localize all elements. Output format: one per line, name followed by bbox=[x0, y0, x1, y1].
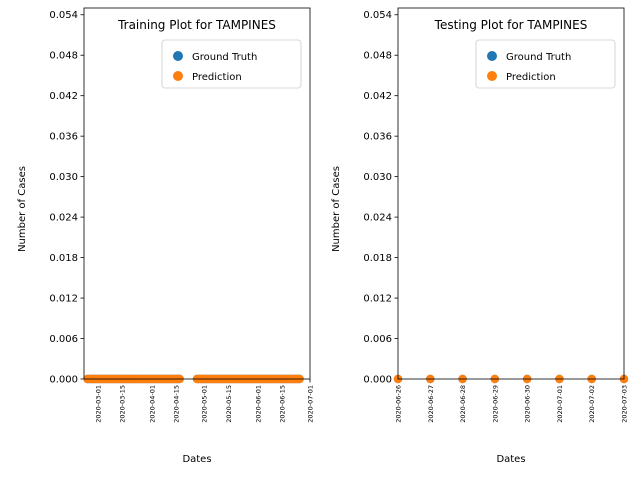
chart-title: Training Plot for TAMPINES bbox=[117, 18, 276, 32]
legend-box bbox=[161, 39, 302, 89]
y-tick-label: 0.048 bbox=[49, 51, 78, 62]
x-tick-label: 2020-06-01 bbox=[254, 385, 262, 423]
y-tick-label: 0.054 bbox=[363, 10, 392, 21]
legend-label-prediction: Prediction bbox=[506, 72, 556, 83]
legend-marker-prediction bbox=[487, 71, 497, 81]
y-tick-label: 0.042 bbox=[49, 91, 78, 102]
y-tick-label: 0.042 bbox=[363, 91, 392, 102]
training-plot: Training Plot for TAMPINES Dates Number … bbox=[17, 7, 315, 465]
x-tick-label: 2020-06-30 bbox=[524, 385, 532, 423]
y-tick-label: 0.024 bbox=[363, 213, 392, 224]
y-tick-label: 0.036 bbox=[49, 132, 78, 143]
legend-label-prediction: Prediction bbox=[192, 72, 242, 83]
x-tick-label: 2020-05-01 bbox=[200, 385, 208, 423]
y-tick-label: 0.000 bbox=[363, 375, 392, 386]
y-tick-label: 0.000 bbox=[49, 375, 78, 386]
x-tick-label: 2020-07-02 bbox=[588, 385, 596, 423]
x-tick-label: 2020-07-03 bbox=[621, 385, 629, 423]
legend-label-ground-truth: Ground Truth bbox=[192, 52, 257, 63]
y-tick-label: 0.012 bbox=[49, 294, 78, 305]
y-tick-label: 0.030 bbox=[49, 172, 78, 183]
axes-frame bbox=[83, 7, 311, 380]
x-tick-label: 2020-06-26 bbox=[395, 385, 403, 423]
y-tick-label: 0.054 bbox=[49, 10, 78, 21]
chart-title: Testing Plot for TAMPINES bbox=[434, 18, 588, 32]
y-tick-label: 0.030 bbox=[363, 172, 392, 183]
y-tick-label: 0.024 bbox=[49, 213, 78, 224]
y-axis-label: Number of Cases bbox=[17, 166, 28, 252]
x-tick-label: 2020-05-15 bbox=[225, 385, 233, 423]
axes-frame bbox=[397, 7, 625, 380]
axis-ticks: 0.000 0.006 0.012 0.018 0.024 0.030 0.036 0.042… bbox=[363, 10, 628, 423]
x-tick-label: 2020-06-28 bbox=[459, 385, 467, 423]
y-tick-label: 0.012 bbox=[363, 294, 392, 305]
x-tick-label: 2020-03-15 bbox=[119, 385, 127, 423]
x-axis-label: Dates bbox=[496, 454, 525, 465]
x-tick-label: 2020-04-15 bbox=[173, 385, 181, 423]
x-tick-label: 2020-06-15 bbox=[279, 385, 287, 423]
testing-plot: Testing Plot for TAMPINES Dates Number o… bbox=[331, 7, 629, 465]
y-tick-label: 0.018 bbox=[49, 253, 78, 264]
x-tick-label: 2020-04-01 bbox=[148, 385, 156, 423]
x-axis-label: Dates bbox=[182, 454, 211, 465]
legend-marker-ground-truth bbox=[173, 51, 183, 61]
x-tick-label: 2020-06-29 bbox=[491, 385, 499, 423]
legend-marker-ground-truth bbox=[487, 51, 497, 61]
y-tick-label: 0.006 bbox=[49, 334, 78, 345]
y-tick-label: 0.036 bbox=[363, 132, 392, 143]
legend: Ground Truth Prediction bbox=[161, 39, 302, 89]
y-tick-label: 0.048 bbox=[363, 51, 392, 62]
y-tick-label: 0.006 bbox=[363, 334, 392, 345]
legend-marker-prediction bbox=[173, 71, 183, 81]
x-tick-label: 2020-06-27 bbox=[427, 385, 435, 423]
y-tick-label: 0.018 bbox=[363, 253, 392, 264]
x-tick-label: 2020-03-01 bbox=[94, 385, 102, 423]
legend-box bbox=[475, 39, 616, 89]
legend: Ground Truth Prediction bbox=[475, 39, 616, 89]
y-axis-label: Number of Cases bbox=[331, 166, 342, 252]
x-tick-label: 2020-07-01 bbox=[307, 385, 315, 423]
legend-label-ground-truth: Ground Truth bbox=[506, 52, 571, 63]
x-tick-label: 2020-07-01 bbox=[556, 385, 564, 423]
